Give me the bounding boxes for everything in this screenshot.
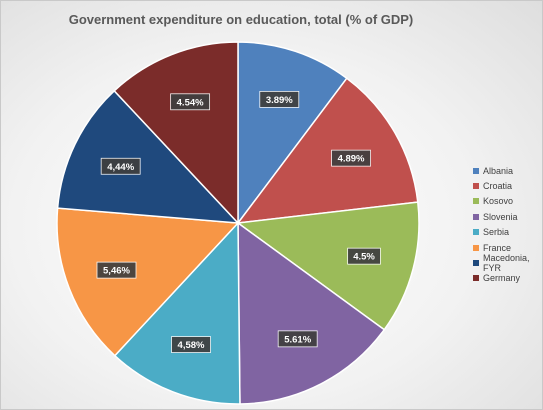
legend-swatch bbox=[473, 275, 479, 282]
pie-slice-albania bbox=[237, 41, 348, 226]
legend-label: Slovenia bbox=[483, 211, 518, 222]
legend-item-serbia: Serbia bbox=[473, 225, 542, 240]
svg-text:4,44%: 4,44% bbox=[107, 162, 134, 173]
legend: Albania Croatia Kosovo Slovenia Serbia France… bbox=[473, 163, 542, 286]
legend-item-kosovo: Kosovo bbox=[473, 194, 542, 209]
legend-swatch bbox=[473, 198, 479, 205]
data-label-serbia: 4,58% bbox=[171, 336, 211, 353]
svg-text:4.5%: 4.5% bbox=[353, 252, 375, 263]
legend-label: France bbox=[483, 242, 512, 253]
data-label-croatia: 4.89% bbox=[331, 149, 371, 167]
data-label-macedonia-fyr: 4,44% bbox=[100, 157, 141, 175]
svg-text:4,58%: 4,58% bbox=[178, 340, 205, 351]
legend-label: Albania bbox=[483, 165, 514, 176]
data-label-albania: 3.89% bbox=[259, 90, 300, 108]
pie-slice-serbia bbox=[113, 221, 241, 405]
data-label-slovenia: 5.61% bbox=[277, 330, 318, 348]
legend-label: Croatia bbox=[483, 181, 513, 192]
pie-slice-france bbox=[56, 207, 240, 357]
pie-slice-kosovo bbox=[236, 201, 420, 331]
legend-item-macedonia-fyr: Macedonia, FYR bbox=[473, 253, 542, 274]
legend-swatch bbox=[473, 167, 479, 174]
pie-slice-germany bbox=[113, 41, 239, 225]
legend-label: Kosovo bbox=[483, 196, 514, 207]
legend-item-germany: Germany bbox=[473, 271, 542, 286]
legend-label: Serbia bbox=[483, 227, 510, 238]
legend-swatch bbox=[473, 183, 479, 190]
legend-item-france: France bbox=[473, 240, 542, 255]
pie-slice-croatia bbox=[236, 77, 419, 224]
svg-text:4.89%: 4.89% bbox=[338, 154, 365, 165]
chart-title: Government expenditure on education, tot… bbox=[68, 12, 414, 27]
legend-label: Macedonia, FYR bbox=[483, 253, 530, 274]
legend-swatch bbox=[473, 213, 479, 220]
pie-slice-macedonia-fyr bbox=[56, 89, 240, 224]
legend-item-croatia: Croatia bbox=[473, 178, 542, 193]
svg-text:5.61%: 5.61% bbox=[284, 334, 311, 345]
legend-label: Germany bbox=[483, 273, 521, 284]
legend-swatch bbox=[473, 260, 479, 267]
data-label-kosovo: 4.5% bbox=[347, 247, 381, 265]
svg-text:4.54%: 4.54% bbox=[177, 97, 204, 108]
data-label-germany: 4.54% bbox=[170, 93, 211, 111]
legend-swatch bbox=[473, 244, 479, 251]
legend-item-slovenia: Slovenia bbox=[473, 209, 542, 224]
legend-item-albania: Albania bbox=[473, 163, 542, 178]
pie-slice-slovenia bbox=[237, 221, 386, 405]
svg-text:3.89%: 3.89% bbox=[266, 95, 293, 106]
data-label-france: 5,46% bbox=[96, 261, 137, 279]
svg-text:5,46%: 5,46% bbox=[103, 266, 130, 277]
legend-swatch bbox=[473, 229, 479, 236]
